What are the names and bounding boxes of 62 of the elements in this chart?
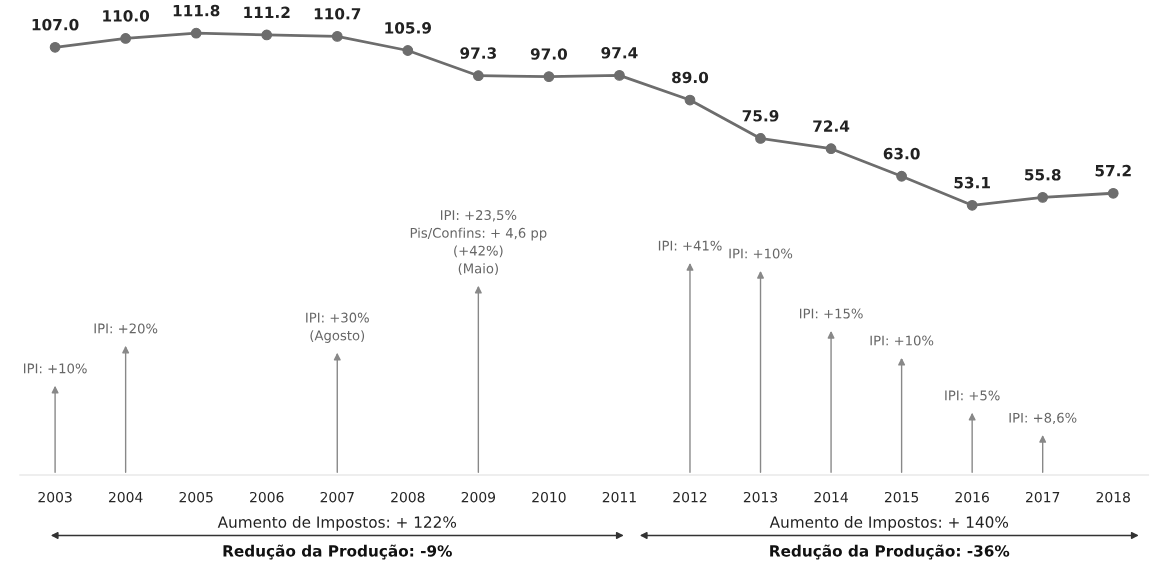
x-tick-label: 2015 [884, 491, 919, 503]
text: IPI: +23,5% Pis/Confins: + 4,6 pp (+42%) (Maio) [410, 210, 547, 275]
point [614, 70, 625, 81]
x-tick-label: 2006 [250, 491, 284, 503]
point [896, 170, 907, 182]
data-label: 107.0 [32, 18, 79, 31]
data-label: 63.0 [883, 147, 920, 160]
data-label: 72.4 [813, 120, 850, 132]
point [402, 45, 414, 56]
data-label: 75.9 [742, 110, 779, 122]
point [684, 94, 696, 106]
point [331, 31, 343, 42]
text: Redução da Produção: -9% [223, 544, 452, 560]
data-label: 105.9 [385, 22, 431, 34]
data-label: 110.0 [103, 10, 150, 22]
x-tick-label: 2014 [814, 491, 848, 503]
data-label: 111.2 [244, 6, 290, 18]
data-label: 89.0 [672, 71, 709, 84]
x-tick-label: 2012 [673, 491, 707, 503]
point [825, 143, 837, 155]
text: Aumento de Impostos: + 140% [769, 516, 1009, 531]
x-tick-label: 2008 [391, 491, 425, 503]
point [755, 133, 766, 144]
point [190, 27, 202, 39]
point [49, 41, 61, 53]
x-tick-label: 2017 [1026, 491, 1060, 503]
point [120, 33, 132, 44]
x-tick-label: 2009 [461, 491, 496, 503]
x-tick-label: 2016 [955, 491, 989, 503]
data-label: 55.8 [1025, 168, 1061, 181]
text: IPI: +20% [94, 323, 158, 334]
text: IPI: +5% [945, 390, 1000, 401]
text: IPI: +41% [658, 240, 722, 251]
text: Aumento de Impostos: + 122% [217, 516, 457, 531]
point [966, 199, 978, 211]
data-label: 111.8 [173, 4, 220, 17]
text: IPI: +10% [24, 363, 87, 374]
point [1107, 187, 1119, 199]
data-label: 97.0 [530, 48, 568, 60]
x-tick-label: 2007 [320, 491, 354, 503]
data-label: 97.3 [460, 47, 496, 59]
text: Redução da Produção: -36% [770, 544, 1010, 560]
x-tick-label: 2004 [108, 491, 143, 503]
point [261, 29, 273, 41]
text: IPI: +10% [729, 248, 793, 259]
text: IPI: +30% (Agosto) [306, 312, 369, 343]
data-label: 57.2 [1095, 164, 1131, 177]
x-tick-label: 2010 [532, 491, 566, 503]
x-tick-label: 2013 [743, 491, 778, 503]
text: IPI: +8,6% [1009, 412, 1077, 425]
point [543, 71, 555, 82]
data-label: 110.7 [314, 8, 361, 20]
text: IPI: +10% [870, 335, 934, 346]
x-tick-label: 2005 [179, 491, 213, 503]
point [1037, 191, 1049, 203]
point [472, 70, 484, 82]
x-tick-label: 2018 [1096, 491, 1130, 503]
data-label: 53.1 [954, 176, 990, 189]
data-label: 97.4 [601, 47, 638, 59]
text: IPI: +15% [799, 308, 863, 319]
x-tick-label: 2003 [38, 491, 72, 503]
x-tick-label: 2011 [602, 491, 636, 503]
